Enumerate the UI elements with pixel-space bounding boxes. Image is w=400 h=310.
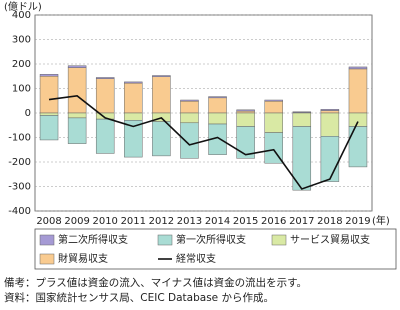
bar-segment: [40, 113, 58, 115]
bar-segment: [209, 97, 227, 98]
bar-segment: [124, 83, 142, 113]
x-unit: (年): [372, 214, 390, 227]
bar-segment: [209, 113, 227, 124]
bar-segment: [40, 74, 58, 76]
legend-label: 経常収支: [176, 252, 216, 265]
bar-segment: [180, 100, 198, 101]
y-tick-label: -300: [8, 182, 31, 193]
bar-segment: [349, 67, 367, 69]
x-tick-label: 2011: [121, 216, 146, 227]
bar-segment: [124, 113, 142, 120]
bar-segment: [68, 118, 86, 144]
legend-swatch: [40, 254, 54, 264]
bar-segment: [68, 66, 86, 68]
legend-label: 第二次所得収支: [58, 233, 128, 246]
line: [49, 96, 358, 189]
x-tick-label: 2012: [149, 216, 174, 227]
bar-segment: [152, 122, 170, 156]
note: 備考：プラス値は資金の流入、マイナス値は資金の流出を示す。: [4, 276, 307, 289]
bar-segment: [96, 119, 114, 153]
bar-segment: [40, 76, 58, 113]
bar-segment: [237, 111, 255, 113]
x-tick-label: 2016: [261, 216, 286, 227]
y-tick-label: -100: [8, 133, 31, 144]
bar-segment: [265, 113, 283, 133]
legend-label: 財貿易収支: [58, 252, 108, 265]
bar-segment: [68, 113, 86, 118]
bar-segment: [152, 76, 170, 77]
bar-segment: [265, 101, 283, 113]
legend-swatch: [158, 235, 172, 245]
bar-segment: [293, 112, 311, 113]
bar-segment: [349, 69, 367, 113]
legend-label: サービス貿易収支: [290, 234, 370, 246]
x-tick-label: 2014: [205, 216, 230, 227]
bar-segment: [321, 113, 339, 136]
legend-swatch: [40, 235, 54, 245]
y-tick-label: 100: [12, 84, 31, 95]
legend-swatch: [272, 235, 286, 245]
bar-segment: [321, 109, 339, 110]
y-tick-label: 300: [12, 35, 31, 46]
bar-segment: [180, 101, 198, 113]
bar-segment: [321, 136, 339, 181]
bar-segment: [209, 98, 227, 113]
x-tick-label: 2015: [233, 216, 258, 227]
x-tick-label: 2009: [64, 216, 89, 227]
x-tick-label: 2010: [92, 216, 117, 227]
y-tick-label: 200: [12, 59, 31, 70]
bar-segment: [349, 113, 367, 126]
bar-segment: [265, 100, 283, 101]
x-tick-label: 2017: [289, 216, 314, 227]
bar-segment: [237, 110, 255, 111]
note: 資料：国家統計センサス局、CEIC Database から作成。: [4, 291, 274, 304]
bar-segment: [68, 68, 86, 113]
x-tick-label: 2013: [177, 216, 202, 227]
bar-segment: [180, 123, 198, 159]
bar-segment: [321, 111, 339, 113]
y-tick-label: -400: [8, 206, 31, 217]
bar-segment: [152, 77, 170, 113]
legend-label: 第一次所得収支: [176, 233, 246, 246]
bar-segment: [96, 77, 114, 78]
bar-segment: [180, 113, 198, 123]
bar-segment: [96, 79, 114, 113]
y-tick-label: 400: [12, 10, 31, 21]
x-tick-label: 2018: [317, 216, 342, 227]
bar-segment: [40, 115, 58, 140]
y-tick-label: 0: [25, 108, 31, 119]
bar-segment: [293, 113, 311, 126]
bar-segment: [237, 113, 255, 126]
x-tick-label: 2019: [345, 216, 370, 227]
bar-segment: [124, 82, 142, 83]
y-tick-label: -200: [8, 157, 31, 168]
x-tick-label: 2008: [36, 216, 61, 227]
bar-segment: [349, 126, 367, 166]
